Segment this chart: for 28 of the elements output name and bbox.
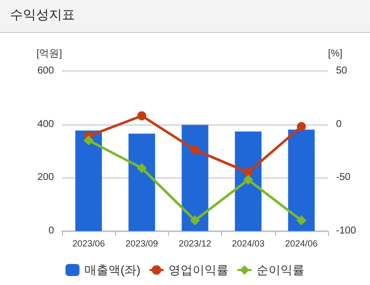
point — [296, 122, 306, 131]
y2-tick-label: 0 — [336, 118, 342, 130]
chart-title: 수익성지표 — [0, 0, 370, 33]
y-tick-label: 200 — [37, 172, 54, 184]
legend-label: 매출액(좌) — [84, 263, 141, 277]
x-tick-label: 2023/12 — [178, 238, 212, 248]
y-axis-title: [억원] — [36, 48, 62, 60]
x-tick-label: 2024/03 — [232, 238, 264, 248]
point — [190, 215, 200, 226]
y2-tick-label: 50 — [336, 66, 348, 76]
y-tick-label: 0 — [48, 226, 54, 236]
legend-label: 순이익률 — [256, 263, 304, 277]
y2-axis-title: [%] — [328, 48, 343, 60]
point — [136, 163, 147, 174]
point — [296, 215, 306, 226]
x-tick-label: 2023/06 — [72, 238, 105, 248]
point — [190, 145, 200, 154]
y2-tick-label: -50 — [336, 172, 351, 184]
x-tick-label: 2024/06 — [285, 238, 318, 248]
point — [137, 111, 146, 120]
x-tick-label: 2023/09 — [126, 238, 158, 248]
y-tick-label: 600 — [37, 66, 54, 76]
legend-label: 영업이익률 — [168, 263, 228, 277]
point — [84, 135, 94, 146]
y2-tick-label: -100 — [336, 226, 356, 236]
y-tick-label: 400 — [37, 118, 54, 130]
point — [244, 168, 253, 177]
point — [243, 174, 254, 185]
